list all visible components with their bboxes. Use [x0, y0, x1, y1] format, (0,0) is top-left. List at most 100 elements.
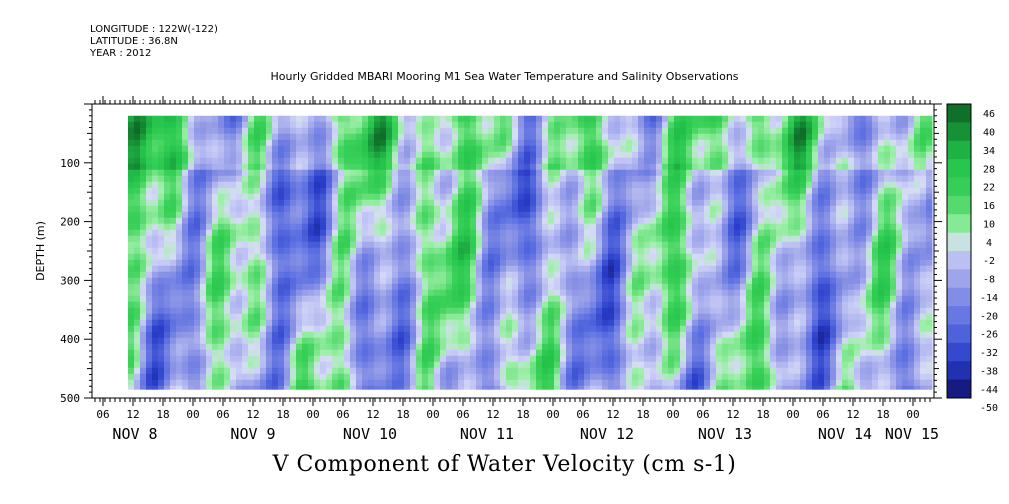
- heatmap-cell: [494, 313, 501, 321]
- heatmap-cell: [518, 193, 525, 201]
- heatmap-cell: [236, 337, 243, 345]
- heatmap-cell: [242, 181, 249, 189]
- heatmap-cell: [386, 181, 393, 189]
- heatmap-cell: [314, 175, 321, 183]
- heatmap-cell: [422, 235, 429, 243]
- heatmap-cell: [728, 223, 735, 231]
- heatmap-cell: [680, 133, 687, 141]
- heatmap-cell: [140, 289, 147, 297]
- heatmap-cell: [878, 145, 885, 153]
- heatmap-cell: [800, 151, 807, 159]
- heatmap-cell: [458, 121, 465, 129]
- heatmap-cell: [206, 223, 213, 231]
- heatmap-cell: [614, 265, 621, 273]
- heatmap-cell: [434, 193, 441, 201]
- heatmap-cell: [260, 259, 267, 267]
- heatmap-cell: [518, 313, 525, 321]
- heatmap-cell: [176, 313, 183, 321]
- heatmap-cell: [764, 331, 771, 339]
- heatmap-cell: [518, 229, 525, 237]
- heatmap-cell: [284, 271, 291, 279]
- heatmap-cell: [764, 133, 771, 141]
- heatmap-cell: [266, 295, 273, 303]
- heatmap-cell: [392, 331, 399, 339]
- heatmap-cell: [296, 271, 303, 279]
- heatmap-cell: [782, 217, 789, 225]
- heatmap-cell: [848, 271, 855, 279]
- heatmap-cell: [716, 115, 723, 123]
- heatmap-cell: [476, 235, 483, 243]
- heatmap-cell: [206, 235, 213, 243]
- heatmap-cell: [494, 193, 501, 201]
- heatmap-cell: [152, 193, 159, 201]
- heatmap-cell: [320, 205, 327, 213]
- heatmap-cell: [368, 241, 375, 249]
- heatmap-cell: [926, 295, 933, 303]
- heatmap-cell: [692, 271, 699, 279]
- heatmap-cell: [452, 241, 459, 249]
- heatmap-cell: [806, 283, 813, 291]
- heatmap-cell: [692, 199, 699, 207]
- heatmap-cell: [698, 247, 705, 255]
- heatmap-cell: [662, 205, 669, 213]
- heatmap-cell: [338, 247, 345, 255]
- heatmap-cell: [608, 187, 615, 195]
- heatmap-cell: [494, 289, 501, 297]
- heatmap-cell: [200, 115, 207, 123]
- heatmap-cell: [386, 205, 393, 213]
- heatmap-cell: [716, 283, 723, 291]
- heatmap-cell: [926, 271, 933, 279]
- heatmap-cell: [782, 331, 789, 339]
- heatmap-cell: [614, 241, 621, 249]
- heatmap-cell: [416, 181, 423, 189]
- heatmap-cell: [464, 301, 471, 309]
- heatmap-cell: [260, 271, 267, 279]
- heatmap-cell: [566, 235, 573, 243]
- heatmap-cell: [458, 331, 465, 339]
- heatmap-cell: [824, 133, 831, 141]
- heatmap-cell: [200, 271, 207, 279]
- heatmap-cell: [668, 187, 675, 195]
- heatmap-cell: [452, 163, 459, 171]
- heatmap-cell: [782, 247, 789, 255]
- heatmap-cell: [524, 229, 531, 237]
- heatmap-cell: [296, 157, 303, 165]
- heatmap-cell: [806, 127, 813, 135]
- heatmap-cell: [320, 157, 327, 165]
- heatmap-cell: [728, 217, 735, 225]
- heatmap-cell: [758, 145, 765, 153]
- heatmap-cell: [866, 163, 873, 171]
- heatmap-cell: [608, 169, 615, 177]
- heatmap-cell: [350, 301, 357, 309]
- heatmap-cell: [836, 229, 843, 237]
- heatmap-cell: [560, 157, 567, 165]
- heatmap-cell: [650, 199, 657, 207]
- heatmap-cell: [818, 319, 825, 327]
- heatmap-cell: [200, 337, 207, 345]
- heatmap-cell: [152, 331, 159, 339]
- heatmap-cell: [878, 247, 885, 255]
- heatmap-cell: [644, 253, 651, 261]
- heatmap-cell: [884, 115, 891, 123]
- heatmap-cell: [386, 325, 393, 333]
- heatmap-cell: [722, 205, 729, 213]
- heatmap-cell: [626, 331, 633, 339]
- heatmap-cell: [290, 157, 297, 165]
- heatmap-cell: [740, 127, 747, 135]
- heatmap-cell: [530, 307, 537, 315]
- heatmap-cell: [356, 151, 363, 159]
- heatmap-cell: [284, 295, 291, 303]
- heatmap-cell: [452, 271, 459, 279]
- heatmap-cell: [614, 115, 621, 123]
- heatmap-cell: [908, 133, 915, 141]
- heatmap-cell: [476, 187, 483, 195]
- heatmap-cell: [134, 295, 141, 303]
- heatmap-cell: [470, 235, 477, 243]
- heatmap-cell: [614, 217, 621, 225]
- heatmap-cell: [212, 127, 219, 135]
- heatmap-cell: [242, 319, 249, 327]
- heatmap-cell: [308, 253, 315, 261]
- heatmap-cell: [260, 265, 267, 273]
- heatmap-cell: [218, 133, 225, 141]
- heatmap-cell: [674, 151, 681, 159]
